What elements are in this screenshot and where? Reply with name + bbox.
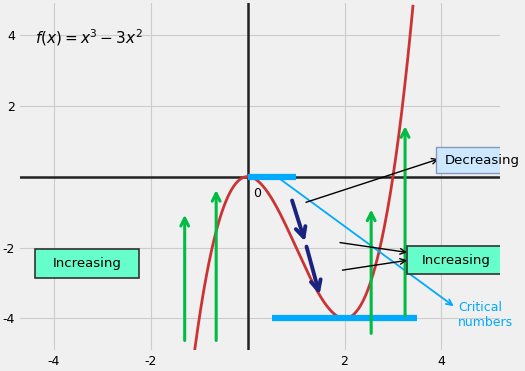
- Bar: [436, 148, 525, 173]
- Text: Increasing: Increasing: [52, 257, 121, 270]
- Bar: [35, 249, 139, 278]
- Text: 0: 0: [254, 187, 261, 200]
- Text: Decreasing: Decreasing: [445, 154, 520, 167]
- Text: Increasing: Increasing: [422, 254, 490, 267]
- Text: Critical
numbers: Critical numbers: [458, 301, 513, 329]
- Text: $f(x) = x^3 - 3x^2$: $f(x) = x^3 - 3x^2$: [35, 27, 142, 48]
- Bar: [407, 246, 505, 274]
